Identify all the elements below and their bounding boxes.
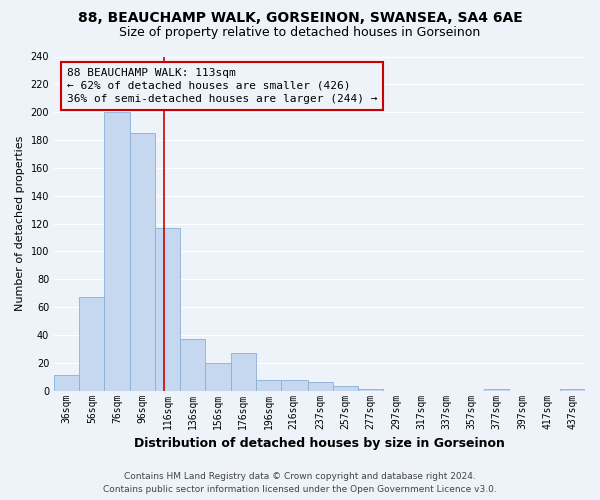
Bar xyxy=(155,228,180,390)
Bar xyxy=(308,382,333,390)
Y-axis label: Number of detached properties: Number of detached properties xyxy=(15,136,25,312)
Text: Size of property relative to detached houses in Gorseinon: Size of property relative to detached ho… xyxy=(119,26,481,39)
Bar xyxy=(333,386,358,390)
Bar xyxy=(256,380,281,390)
Bar xyxy=(54,376,79,390)
Bar xyxy=(230,353,256,391)
Bar xyxy=(130,133,155,390)
Bar xyxy=(180,339,205,390)
Bar xyxy=(484,389,509,390)
Bar xyxy=(358,389,383,390)
Bar xyxy=(560,389,585,390)
X-axis label: Distribution of detached houses by size in Gorseinon: Distribution of detached houses by size … xyxy=(134,437,505,450)
Text: 88, BEAUCHAMP WALK, GORSEINON, SWANSEA, SA4 6AE: 88, BEAUCHAMP WALK, GORSEINON, SWANSEA, … xyxy=(77,11,523,25)
Bar xyxy=(79,298,104,390)
Bar xyxy=(104,112,130,390)
Text: 88 BEAUCHAMP WALK: 113sqm
← 62% of detached houses are smaller (426)
36% of semi: 88 BEAUCHAMP WALK: 113sqm ← 62% of detac… xyxy=(67,68,377,104)
Bar xyxy=(281,380,308,390)
Bar xyxy=(205,363,230,390)
Text: Contains HM Land Registry data © Crown copyright and database right 2024.
Contai: Contains HM Land Registry data © Crown c… xyxy=(103,472,497,494)
